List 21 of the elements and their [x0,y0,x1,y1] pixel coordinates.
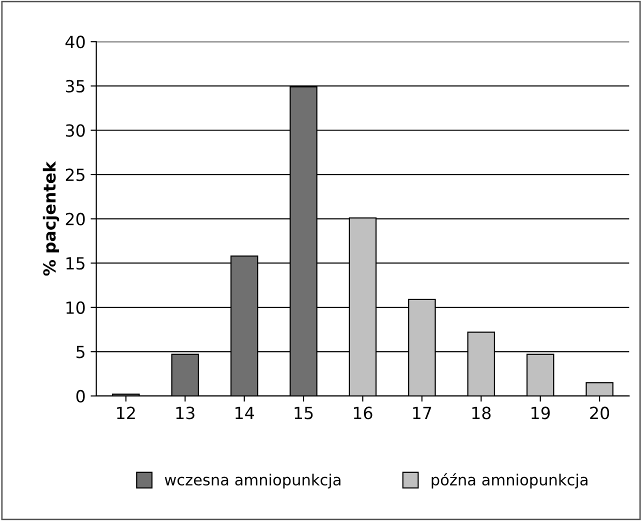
legend-label: wczesna amniopunkcja [164,474,340,488]
y-tick-label: 5 [76,346,84,358]
y-tick-label: 10 [66,301,85,314]
y-tick-label: 30 [66,124,85,137]
x-tick-label: 17 [413,406,432,420]
y-tick-label: 35 [66,80,84,93]
x-tick-label: 16 [354,406,372,420]
x-tick-label: 15 [294,406,313,420]
x-tick-label: 18 [472,406,491,420]
y-tick-label: 40 [65,36,85,48]
x-tick-label: 20 [590,406,610,420]
y-tick-label: 20 [66,212,85,226]
y-tick-label: 15 [66,257,84,270]
x-tick-label: 14 [236,406,254,420]
legend-label: późna amniopunkcja [432,473,588,488]
y-axis-title: % pacjentek [42,161,60,276]
x-tick-label: 12 [117,406,135,420]
x-tick-label: 13 [176,406,194,420]
x-tick-label: 19 [532,406,550,420]
y-tick-label: 25 [66,168,84,182]
y-tick-label: 0 [76,390,85,403]
